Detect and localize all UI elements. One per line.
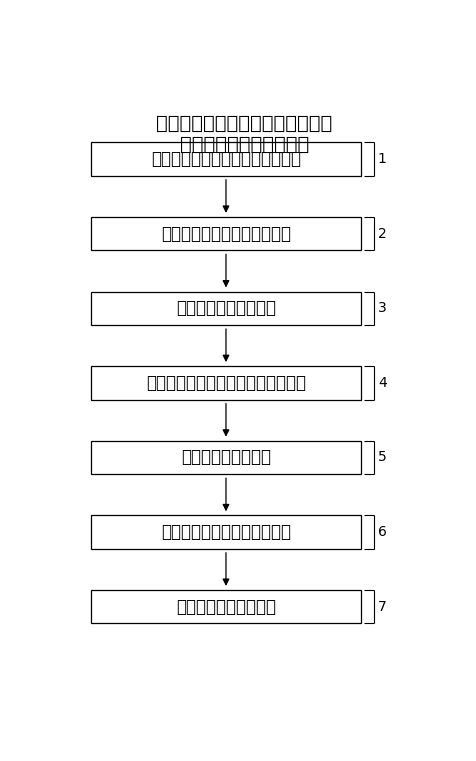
Text: 7: 7 xyxy=(377,600,386,613)
Text: 4: 4 xyxy=(377,376,386,390)
FancyBboxPatch shape xyxy=(91,590,360,623)
FancyBboxPatch shape xyxy=(91,366,360,400)
Text: 全天候条件下飞机怠速除冰危险区: 全天候条件下飞机怠速除冰危险区 xyxy=(156,114,332,133)
Text: 发动机内外安全通道确定模块: 发动机内外安全通道确定模块 xyxy=(160,523,290,541)
FancyBboxPatch shape xyxy=(91,291,360,325)
Text: 5: 5 xyxy=(377,451,386,464)
FancyBboxPatch shape xyxy=(91,217,360,250)
Text: 发动机左右推力方向数据采集模块: 发动机左右推力方向数据采集模块 xyxy=(151,150,300,168)
Text: 3: 3 xyxy=(377,301,386,315)
Text: 机场风力信息采集模块: 机场风力信息采集模块 xyxy=(176,299,276,317)
Text: 飞机怠速除冰危险区划定模块: 飞机怠速除冰危险区划定模块 xyxy=(160,224,290,243)
Text: 辨识与作业路径生成系统: 辨识与作业路径生成系统 xyxy=(179,135,308,154)
FancyBboxPatch shape xyxy=(91,441,360,474)
Text: 6: 6 xyxy=(377,525,386,539)
Text: 1: 1 xyxy=(377,152,386,166)
Text: 2: 2 xyxy=(377,227,386,240)
FancyBboxPatch shape xyxy=(91,515,360,549)
Text: 进气道危险区和排气危险区调整模块: 进气道危险区和排气危险区调整模块 xyxy=(146,374,305,392)
FancyBboxPatch shape xyxy=(91,142,360,176)
Text: 除冰作业路径确定模块: 除冰作业路径确定模块 xyxy=(176,597,276,616)
Text: 噪声危险区调整模块: 噪声危险区调整模块 xyxy=(180,448,270,466)
